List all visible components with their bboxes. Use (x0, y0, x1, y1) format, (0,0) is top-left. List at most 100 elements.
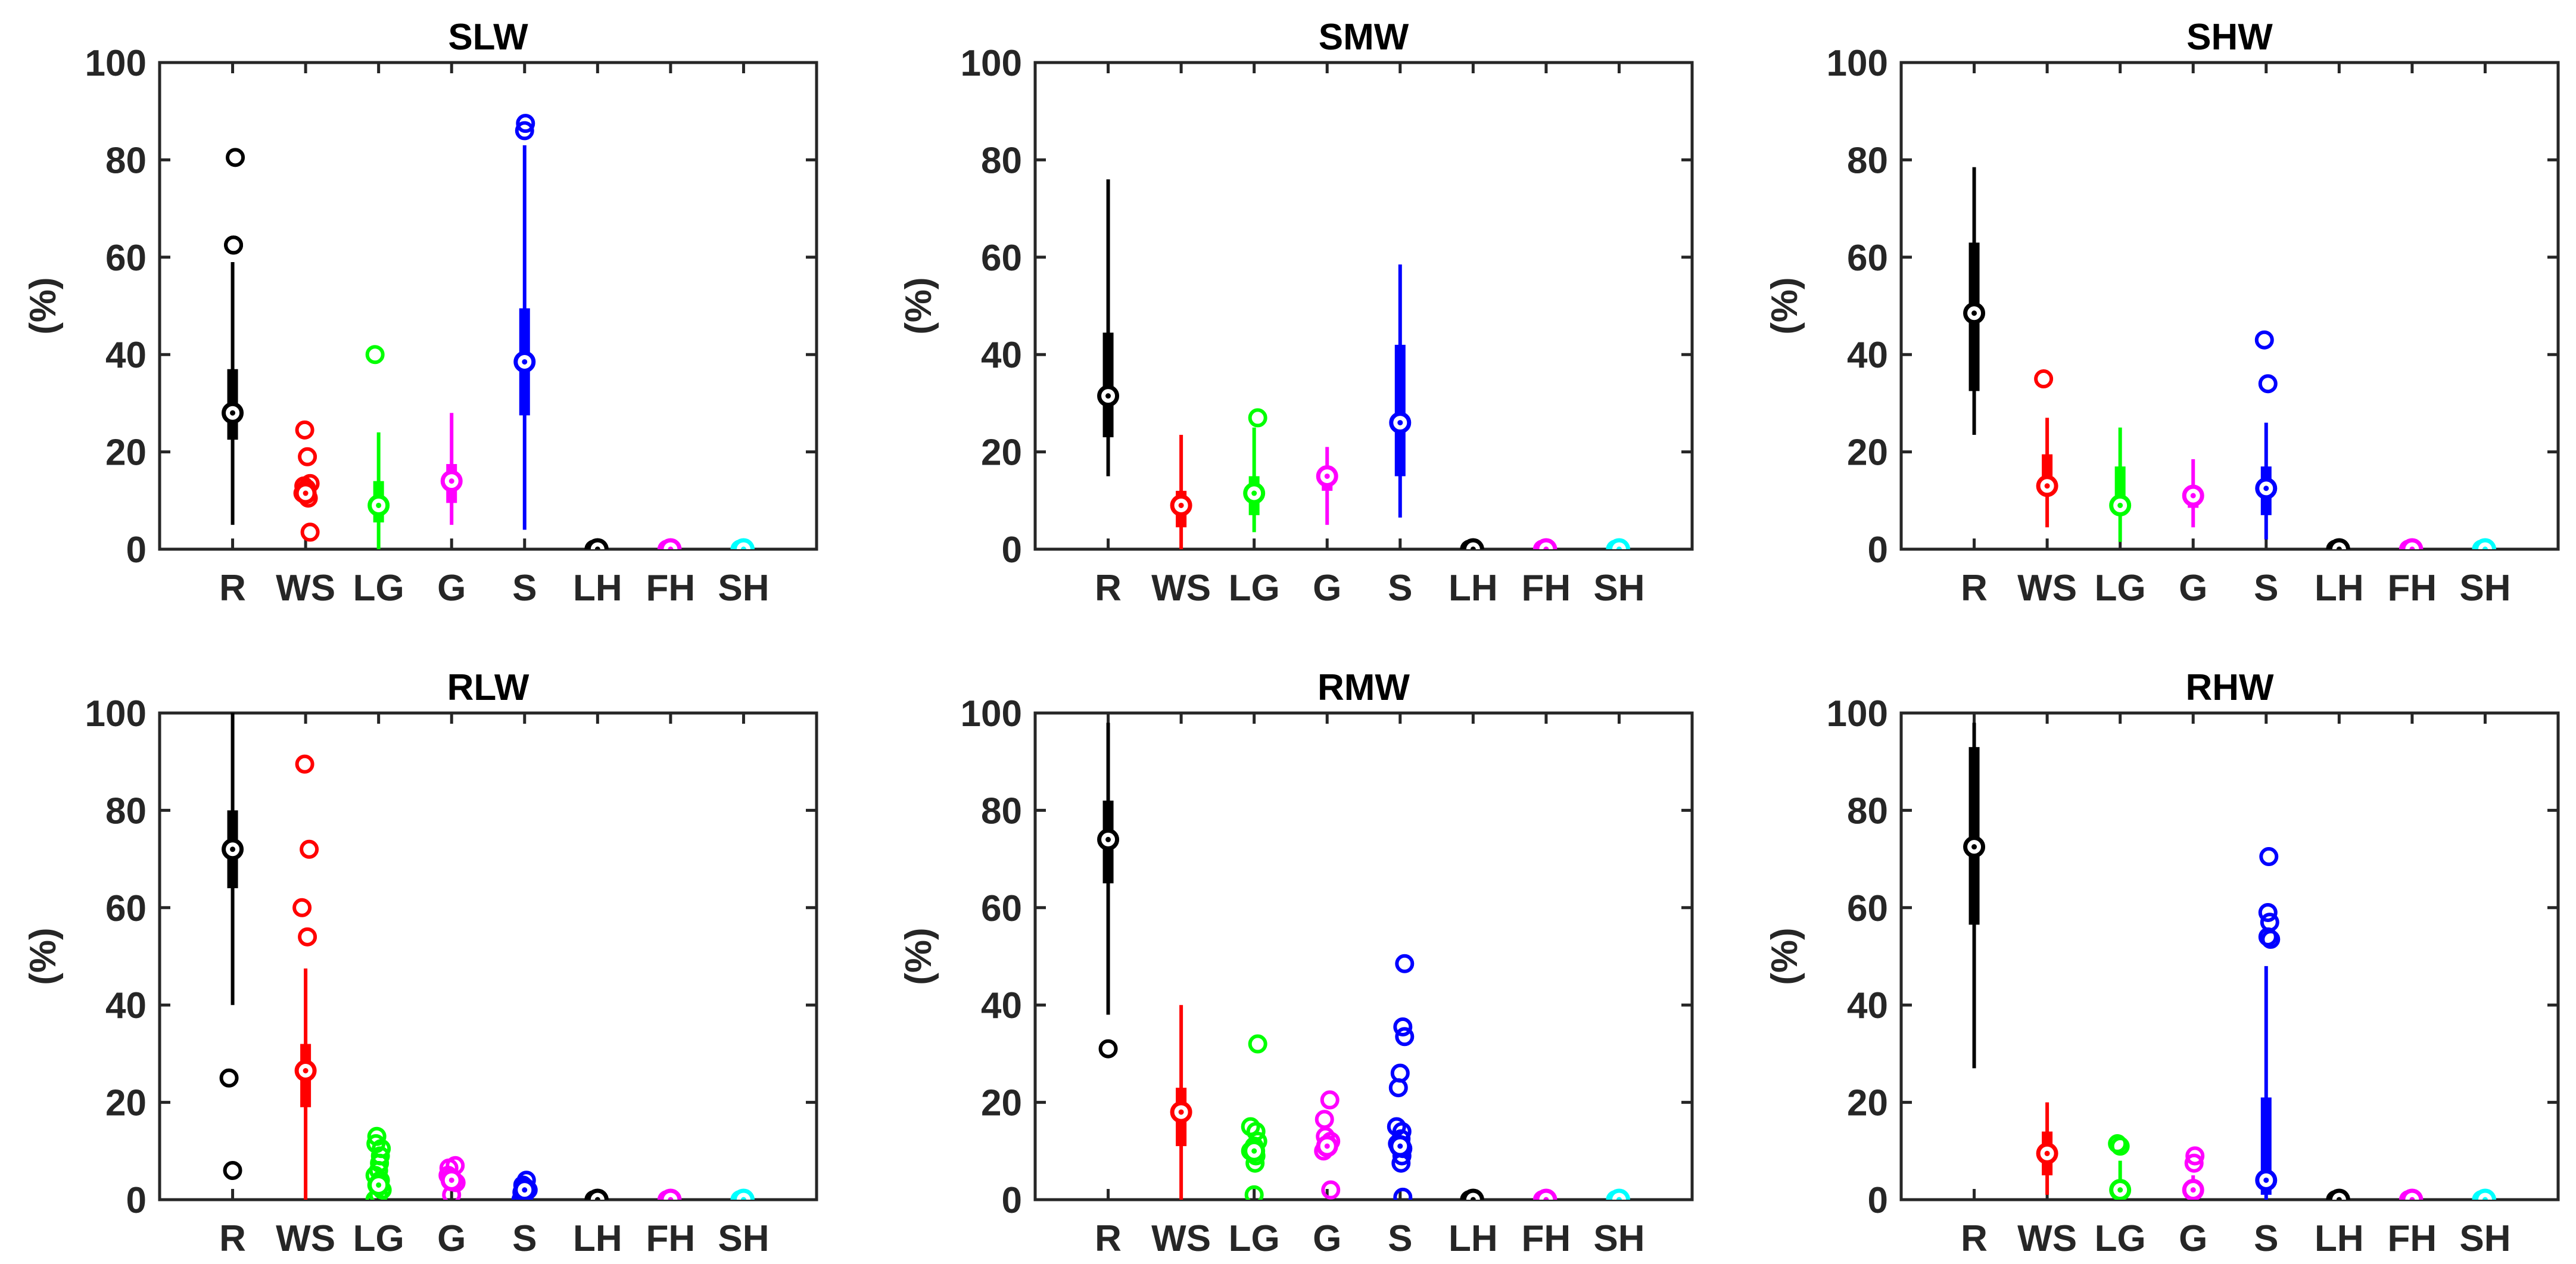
series-lg (365, 1126, 392, 1200)
series-lg (1241, 1034, 1267, 1200)
series-lh (584, 1188, 609, 1200)
x-tick-label: WS (2017, 1218, 2077, 1259)
median-dot (2263, 1177, 2269, 1183)
median-dot (594, 1197, 600, 1200)
y-tick-label: 20 (1847, 1083, 1888, 1124)
y-tick-label: 20 (981, 432, 1022, 474)
chart-title: SLW (448, 17, 528, 58)
median-dot (1971, 844, 1977, 850)
x-tick-label: WS (1151, 1218, 1211, 1259)
series-fh (657, 1188, 682, 1200)
median-dot (2336, 1197, 2342, 1200)
data-point (2185, 1146, 2205, 1166)
y-tick-label: 40 (1847, 985, 1888, 1026)
series-sh (2472, 1188, 2496, 1200)
x-tick-label: G (2179, 1218, 2207, 1259)
median-dot (303, 1067, 309, 1073)
y-tick-label: 100 (961, 43, 1022, 84)
data-point (366, 1134, 386, 1154)
median-dot (1178, 1109, 1184, 1115)
series-sh (1606, 538, 1630, 549)
data-point (1315, 1110, 1334, 1129)
axes-box (158, 711, 818, 1201)
y-tick-label: 60 (1847, 888, 1888, 929)
y-tick-label: 0 (1002, 530, 1022, 571)
median-dot (2190, 493, 2196, 499)
y-tick-label: 20 (105, 432, 147, 474)
data-point (1241, 1117, 1260, 1137)
x-tick-label: S (2254, 1218, 2278, 1259)
series-lh (2326, 1188, 2350, 1200)
y-axis-label: (%) (1764, 927, 1805, 985)
data-point (1321, 1180, 1341, 1200)
series-g (438, 1156, 466, 1200)
chart-title: SMW (1319, 17, 1409, 58)
x-tick-label: FH (1522, 1218, 1571, 1259)
series-g (2182, 1146, 2205, 1200)
series-ws (1170, 435, 1192, 549)
y-tick-label: 100 (961, 693, 1022, 734)
median-dot (1397, 420, 1403, 426)
y-tick-label: 100 (85, 693, 147, 734)
median-marker (1608, 1188, 1630, 1200)
median-dot (740, 1197, 746, 1200)
y-axis-label: (%) (23, 927, 64, 985)
median-marker (2474, 538, 2496, 549)
x-tick-label: SH (1593, 1218, 1644, 1259)
axes-box (1899, 711, 2560, 1201)
data-point (2254, 330, 2274, 350)
data-point (2260, 913, 2279, 932)
series-lh (2326, 538, 2350, 549)
median-marker (1462, 1188, 1484, 1200)
data-point (2108, 1134, 2128, 1154)
series-s (1389, 264, 1412, 518)
series-sh (730, 1188, 755, 1200)
y-tick-label: 0 (1868, 530, 1888, 571)
x-tick-label: LH (2315, 1218, 2364, 1259)
median-marker (732, 538, 755, 549)
x-tick-label: WS (276, 1218, 335, 1259)
plot-area (1097, 179, 1630, 549)
series-r (1963, 167, 1986, 435)
data-point (2258, 902, 2278, 922)
median-dot (1324, 473, 1330, 479)
median-dot (2409, 546, 2415, 549)
series-g (1314, 1090, 1341, 1200)
median-marker (2328, 538, 2350, 549)
x-tick-label: FH (646, 568, 696, 609)
data-point (516, 114, 535, 133)
data-point (292, 898, 312, 917)
data-point (2110, 1137, 2130, 1156)
median-dot (740, 546, 746, 549)
x-tick-label: S (512, 568, 537, 609)
y-axis-label: (%) (898, 927, 939, 985)
data-point (365, 345, 385, 365)
plot-area (219, 713, 755, 1200)
x-tick-label: FH (1522, 568, 1571, 609)
data-point (295, 420, 314, 440)
x-tick-label: S (512, 1218, 537, 1259)
median-dot (2482, 1197, 2488, 1200)
chart-title: SHW (2186, 17, 2273, 58)
x-tick-label: R (1095, 568, 1122, 609)
y-tick-label: 80 (105, 790, 147, 832)
data-point (1395, 954, 1415, 973)
data-point (300, 522, 320, 542)
median-dot (2482, 546, 2488, 549)
chart-panel-smw: 0 20 40 60 80 100 R WS LG G S LH FH SH SMW (%) (898, 17, 1694, 609)
median-dot (2263, 485, 2269, 491)
median-dot (1178, 502, 1184, 508)
data-point (300, 839, 319, 859)
data-point (2034, 369, 2054, 389)
x-tick-label: LG (353, 568, 404, 609)
median-dot (668, 1197, 674, 1200)
y-tick-label: 60 (981, 888, 1022, 929)
x-tick-label: FH (2388, 568, 2437, 609)
data-point (298, 447, 317, 466)
data-point (1098, 1039, 1118, 1058)
x-tick-label: S (1388, 568, 1412, 609)
series-ws (292, 754, 319, 1200)
series-fh (2399, 1188, 2424, 1200)
data-point (1393, 1017, 1413, 1036)
series-s (511, 1170, 538, 1200)
